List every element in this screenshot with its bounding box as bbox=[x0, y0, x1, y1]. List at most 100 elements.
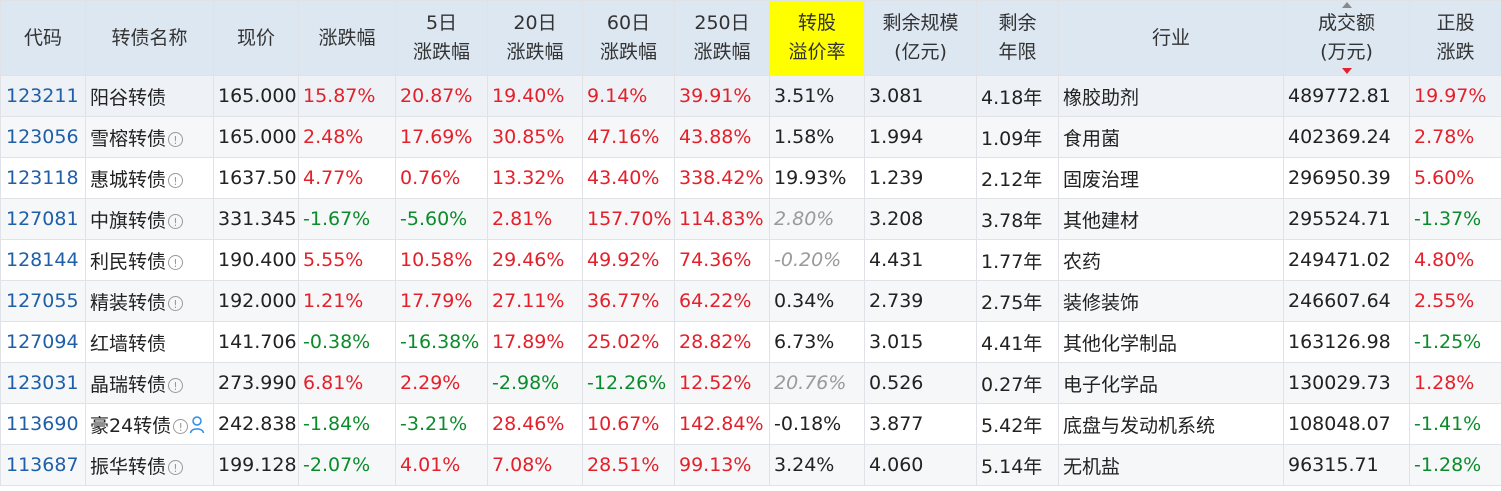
sort-asc-icon[interactable] bbox=[1341, 2, 1352, 8]
cell-code[interactable]: 123056 bbox=[0, 116, 86, 158]
cell-chg250: 142.84% bbox=[674, 403, 770, 445]
cell-name[interactable]: 中旗转债! bbox=[85, 198, 214, 240]
info-icon[interactable]: ! bbox=[168, 172, 184, 188]
info-icon[interactable]: ! bbox=[173, 418, 189, 434]
header-chg60[interactable]: 60日 涨跌幅 bbox=[582, 0, 675, 76]
chg-value: 1.21% bbox=[303, 290, 364, 312]
cell-chg20: 13.32% bbox=[487, 157, 583, 199]
header-industry[interactable]: 行业 bbox=[1058, 0, 1284, 76]
industry-value: 农药 bbox=[1063, 250, 1102, 273]
cell-code[interactable]: 113690 bbox=[0, 403, 86, 445]
cell-name[interactable]: 红墙转债 bbox=[85, 321, 214, 363]
chg250-value: 28.82% bbox=[679, 331, 752, 353]
chg20-value: 17.89% bbox=[492, 331, 565, 353]
table-row[interactable]: 127055 精装转债! 192.000 1.21% 17.79% 27.11% 36.77… bbox=[0, 280, 1501, 322]
table-row[interactable]: 123031 晶瑞转债! 273.990 6.81% 2.29% -2.98% -12.26… bbox=[0, 362, 1501, 404]
header-chg[interactable]: 涨跌幅 bbox=[298, 0, 396, 76]
sort-desc-icon[interactable] bbox=[1341, 68, 1352, 74]
cell-code[interactable]: 123118 bbox=[0, 157, 86, 199]
table-row[interactable]: 128144 利民转债! 190.400 5.55% 10.58% 29.46% 49.92… bbox=[0, 239, 1501, 281]
header-chg20[interactable]: 20日 涨跌幅 bbox=[487, 0, 583, 76]
cell-chg5: -5.60% bbox=[395, 198, 488, 240]
info-icon[interactable]: ! bbox=[168, 377, 184, 393]
table-row[interactable]: 123118 惠城转债! 1637.50 4.77% 0.76% 13.32% 43.40%… bbox=[0, 157, 1501, 199]
cell-chg60: 49.92% bbox=[582, 239, 675, 281]
cell-chg5: -3.21% bbox=[395, 403, 488, 445]
chg250-value: 114.83% bbox=[679, 208, 764, 230]
info-icon[interactable]: ! bbox=[168, 459, 184, 475]
cell-stock_chg: 2.78% bbox=[1409, 116, 1501, 158]
stock_chg-value: -1.41% bbox=[1414, 413, 1482, 435]
user-icon[interactable] bbox=[189, 415, 205, 434]
cell-price: 199.128 bbox=[213, 444, 299, 486]
cell-chg60: 157.70% bbox=[582, 198, 675, 240]
cell-chg20: 19.40% bbox=[487, 75, 583, 117]
code-value: 127081 bbox=[6, 208, 79, 230]
cell-industry: 食用菌 bbox=[1058, 116, 1284, 158]
name-value: 精装转债 bbox=[90, 291, 167, 314]
header-premium[interactable]: 转股 溢价率 bbox=[769, 0, 865, 76]
cell-code[interactable]: 127081 bbox=[0, 198, 86, 240]
cell-code[interactable]: 123211 bbox=[0, 75, 86, 117]
chg250-value: 74.36% bbox=[679, 249, 752, 271]
cell-years: 3.78年 bbox=[976, 198, 1059, 240]
turnover-value: 402369.24 bbox=[1288, 126, 1391, 148]
header-label: 年限 bbox=[998, 41, 1037, 63]
cell-chg5: 20.87% bbox=[395, 75, 488, 117]
cell-code[interactable]: 127094 bbox=[0, 321, 86, 363]
cell-name[interactable]: 晶瑞转债! bbox=[85, 362, 214, 404]
table-row[interactable]: 123211 阳谷转债 165.000 15.87% 20.87% 19.40% 9.14%… bbox=[0, 75, 1501, 117]
chg60-value: 25.02% bbox=[587, 331, 660, 353]
header-turnover[interactable]: 成交额 (万元) bbox=[1283, 0, 1410, 76]
size-value: 4.431 bbox=[869, 249, 924, 271]
cell-name[interactable]: 利民转债! bbox=[85, 239, 214, 281]
cell-name[interactable]: 豪24转债! bbox=[85, 403, 214, 445]
cell-name[interactable]: 振华转债! bbox=[85, 444, 214, 486]
table-row[interactable]: 127081 中旗转债! 331.345 -1.67% -5.60% 2.81% 157.7… bbox=[0, 198, 1501, 240]
table-row[interactable]: 113687 振华转债! 199.128 -2.07% 4.01% 7.08% 28.51%… bbox=[0, 444, 1501, 486]
chg20-value: 13.32% bbox=[492, 167, 565, 189]
header-size[interactable]: 剩余规模 (亿元) bbox=[864, 0, 977, 76]
size-value: 4.060 bbox=[869, 454, 924, 476]
chg-value: 15.87% bbox=[303, 85, 376, 107]
info-icon[interactable]: ! bbox=[168, 295, 184, 311]
header-code[interactable]: 代码 bbox=[0, 0, 86, 76]
cell-code[interactable]: 123031 bbox=[0, 362, 86, 404]
cell-chg250: 74.36% bbox=[674, 239, 770, 281]
size-value: 3.081 bbox=[869, 85, 924, 107]
cell-name[interactable]: 阳谷转债 bbox=[85, 75, 214, 117]
header-chg250[interactable]: 250日 涨跌幅 bbox=[674, 0, 770, 76]
cell-chg250: 338.42% bbox=[674, 157, 770, 199]
cell-chg60: 9.14% bbox=[582, 75, 675, 117]
cell-stock_chg: -1.25% bbox=[1409, 321, 1501, 363]
header-stock_chg[interactable]: 正股 涨跌 bbox=[1409, 0, 1501, 76]
table-row[interactable]: 127094 红墙转债 141.706 -0.38% -16.38% 17.89% 25.0… bbox=[0, 321, 1501, 363]
industry-value: 其他化学制品 bbox=[1063, 332, 1178, 355]
cell-name[interactable]: 雪榕转债! bbox=[85, 116, 214, 158]
cell-code[interactable]: 113687 bbox=[0, 444, 86, 486]
info-icon[interactable]: ! bbox=[168, 213, 184, 229]
table-row[interactable]: 113690 豪24转债! 242.838 -1.84% -3.21% 28.46% 10.… bbox=[0, 403, 1501, 445]
cell-chg250: 43.88% bbox=[674, 116, 770, 158]
cell-turnover: 295524.71 bbox=[1283, 198, 1410, 240]
header-price[interactable]: 现价 bbox=[213, 0, 299, 76]
header-chg5[interactable]: 5日 涨跌幅 bbox=[395, 0, 488, 76]
cell-chg: 4.77% bbox=[298, 157, 396, 199]
cell-chg60: 43.40% bbox=[582, 157, 675, 199]
info-icon[interactable]: ! bbox=[168, 131, 184, 147]
cell-code[interactable]: 128144 bbox=[0, 239, 86, 281]
stock_chg-value: 4.80% bbox=[1414, 249, 1475, 271]
header-years[interactable]: 剩余 年限 bbox=[976, 0, 1059, 76]
cell-name[interactable]: 惠城转债! bbox=[85, 157, 214, 199]
code-value: 127055 bbox=[6, 290, 79, 312]
chg5-value: 17.79% bbox=[400, 290, 473, 312]
table-row[interactable]: 123056 雪榕转债! 165.000 2.48% 17.69% 30.85% 47.16… bbox=[0, 116, 1501, 158]
header-name[interactable]: 转债名称 bbox=[85, 0, 214, 76]
cell-name[interactable]: 精装转债! bbox=[85, 280, 214, 322]
info-icon[interactable]: ! bbox=[168, 254, 184, 270]
cell-chg60: -12.26% bbox=[582, 362, 675, 404]
stock_chg-value: 1.28% bbox=[1414, 372, 1475, 394]
turnover-value: 130029.73 bbox=[1288, 372, 1391, 394]
cell-code[interactable]: 127055 bbox=[0, 280, 86, 322]
